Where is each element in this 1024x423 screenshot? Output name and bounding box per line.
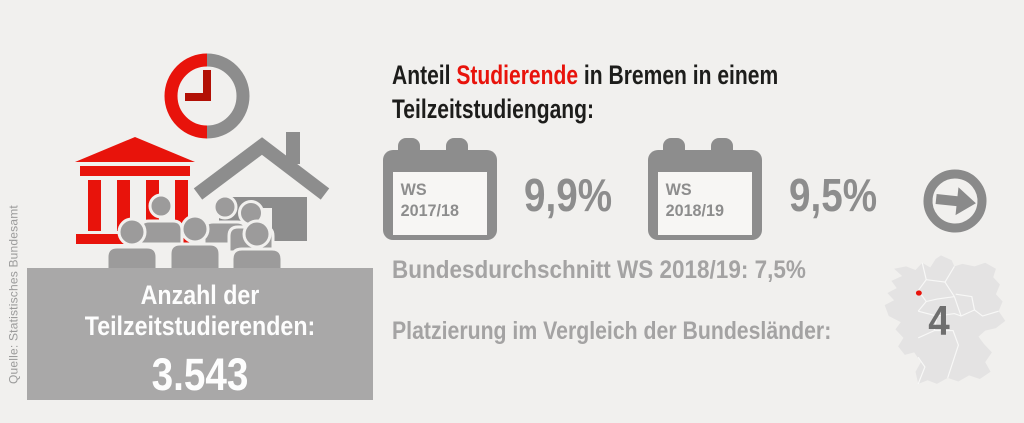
count-box-value: 3.543: [151, 349, 249, 400]
headline-part2: in Bremen in einem: [578, 60, 779, 90]
ranking-value: 4: [928, 297, 950, 344]
headline-line1: Anteil Studierende in Bremen in einem: [392, 58, 778, 92]
headline: Anteil Studierende in Bremen in einem Te…: [392, 58, 778, 126]
semester-label: WS 2018/19: [665, 180, 724, 220]
people-group-icon: [105, 193, 284, 277]
ranking-label: Platzierung im Vergleich der Bundeslände…: [392, 317, 832, 345]
semester-label: WS 2017/18: [400, 180, 459, 220]
circle-arrow-right-icon[interactable]: [923, 169, 987, 233]
count-box-label-line2: Teilzeitstudierenden:: [84, 311, 316, 341]
headline-part1: Anteil: [392, 60, 457, 90]
person-silhouette: [168, 214, 222, 277]
count-box-label-line1: Anzahl der: [140, 280, 260, 310]
germany-map: [884, 255, 1006, 385]
calendar-page: WS 2017/18: [393, 172, 487, 235]
state-borders: [917, 262, 999, 385]
calendar-page: WS 2018/19: [658, 172, 752, 235]
stat-value: 9,9%: [524, 169, 613, 221]
stat-value: 9,5%: [789, 169, 878, 221]
count-box: Anzahl der Teilzeitstudierenden: 3.543: [27, 268, 373, 400]
headline-highlight: Studierende: [456, 60, 579, 90]
germany-outline: [884, 255, 1006, 384]
headline-line2: Teilzeitstudiengang:: [392, 94, 595, 124]
national-average-line: Bundesdurchschnitt WS 2018/19: 7,5%: [392, 256, 806, 284]
calendar-icon: WS 2018/19: [648, 138, 762, 240]
calendar-icon: WS 2017/18: [383, 138, 497, 240]
bremen-marker: [915, 290, 922, 296]
clock-icon: [164, 53, 250, 139]
